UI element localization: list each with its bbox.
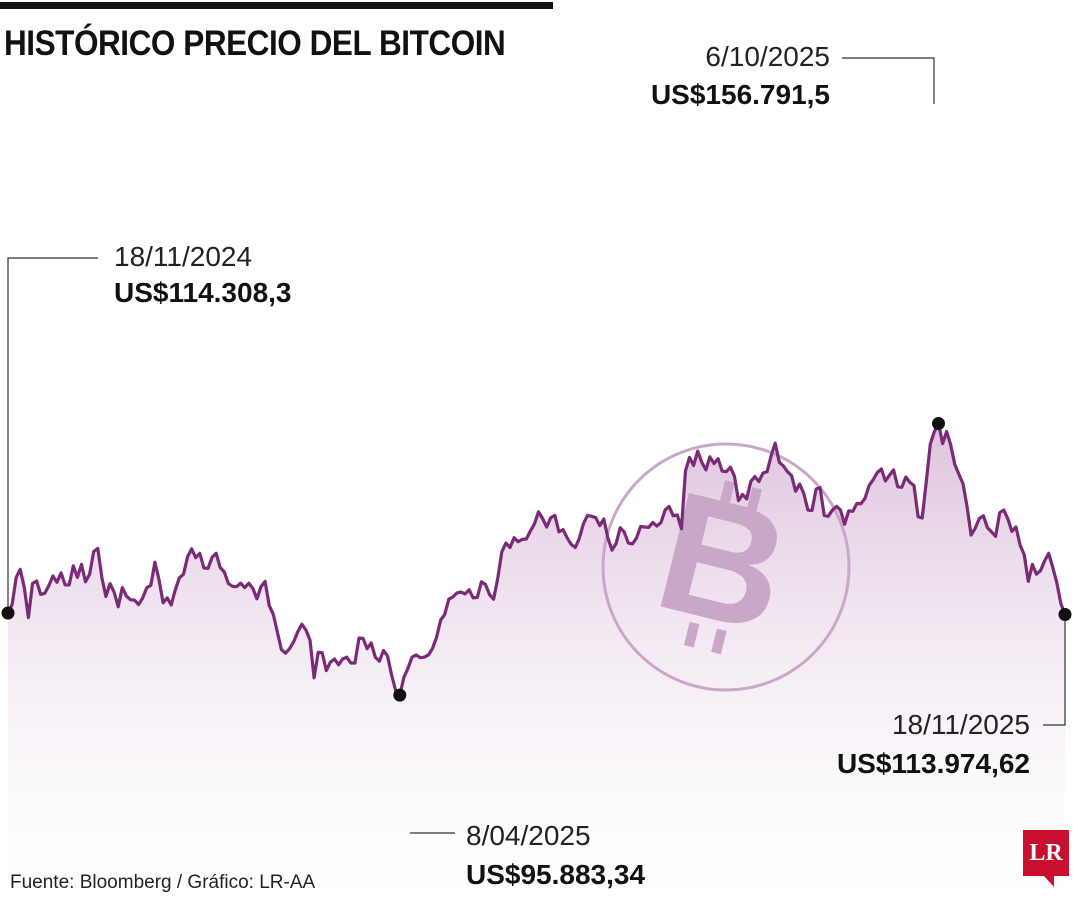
annotation-marker (1058, 608, 1072, 621)
annotation-date: 18/11/2025 (892, 709, 1030, 740)
brand-logo-tail (1044, 876, 1054, 887)
brand-logo: LR (1023, 830, 1069, 876)
annotation-value: US$113.974,62 (837, 748, 1030, 779)
annotation-value: US$114.308,3 (114, 277, 292, 308)
annotation-date: 6/10/2025 (705, 41, 830, 72)
annotation-leader (1043, 621, 1066, 726)
annotation-leader (842, 57, 935, 104)
annotation-marker (932, 417, 945, 430)
annotation-marker (393, 688, 407, 702)
annotation-value: US$156.791,5 (651, 79, 830, 110)
title-bar-rule (0, 2, 553, 9)
annotation-marker (1, 606, 15, 620)
source-note: Fuente: Bloomberg / Gráfico: LR-AA (10, 872, 316, 893)
chart-title: HISTÓRICO PRECIO DEL BITCOIN (4, 24, 506, 63)
price-area (8, 423, 1065, 900)
annotation-date: 18/11/2024 (114, 241, 252, 272)
price-line (6, 421, 1067, 697)
annotation-value: US$95.883,34 (466, 859, 645, 890)
annotation-date: 8/04/2025 (466, 820, 591, 851)
annotation-leader (7, 257, 98, 613)
